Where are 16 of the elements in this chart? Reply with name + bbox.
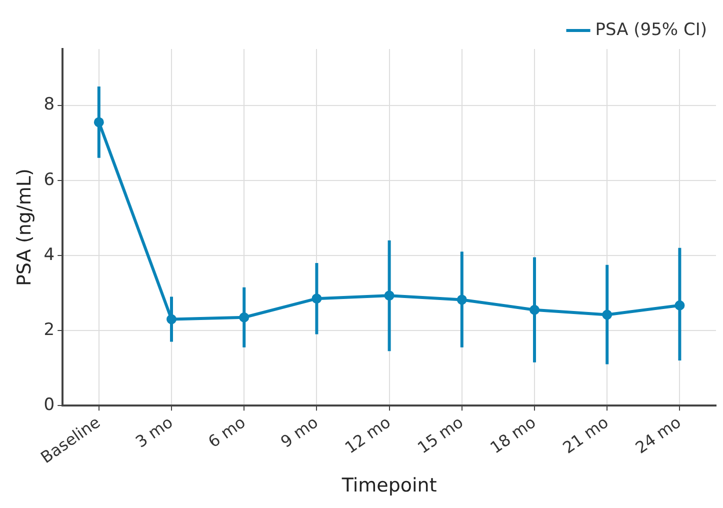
legend-label: PSA (95% CI) [595,20,708,40]
y-tick-label: 2 [44,320,55,340]
x-tick-label: 6 mo [204,412,249,452]
y-tick-label: 0 [44,394,55,415]
x-axis-title: Timepoint [340,474,437,497]
y-tick-label: 6 [44,170,55,190]
x-tick-label: 15 mo [414,412,467,458]
y-tick-label: 8 [44,94,55,115]
x-tick-label: 3 mo [132,412,176,452]
x-tick-label: 21 mo [559,412,612,458]
x-tick-label: 18 mo [486,412,540,458]
y-tick-label: 4 [44,244,55,265]
y-axis-title: PSA (ng/mL) [13,168,36,286]
x-tick-label: 9 mo [277,412,322,452]
x-tick-label: 12 mo [341,412,394,458]
x-tick-label: 24 mo [632,412,684,458]
